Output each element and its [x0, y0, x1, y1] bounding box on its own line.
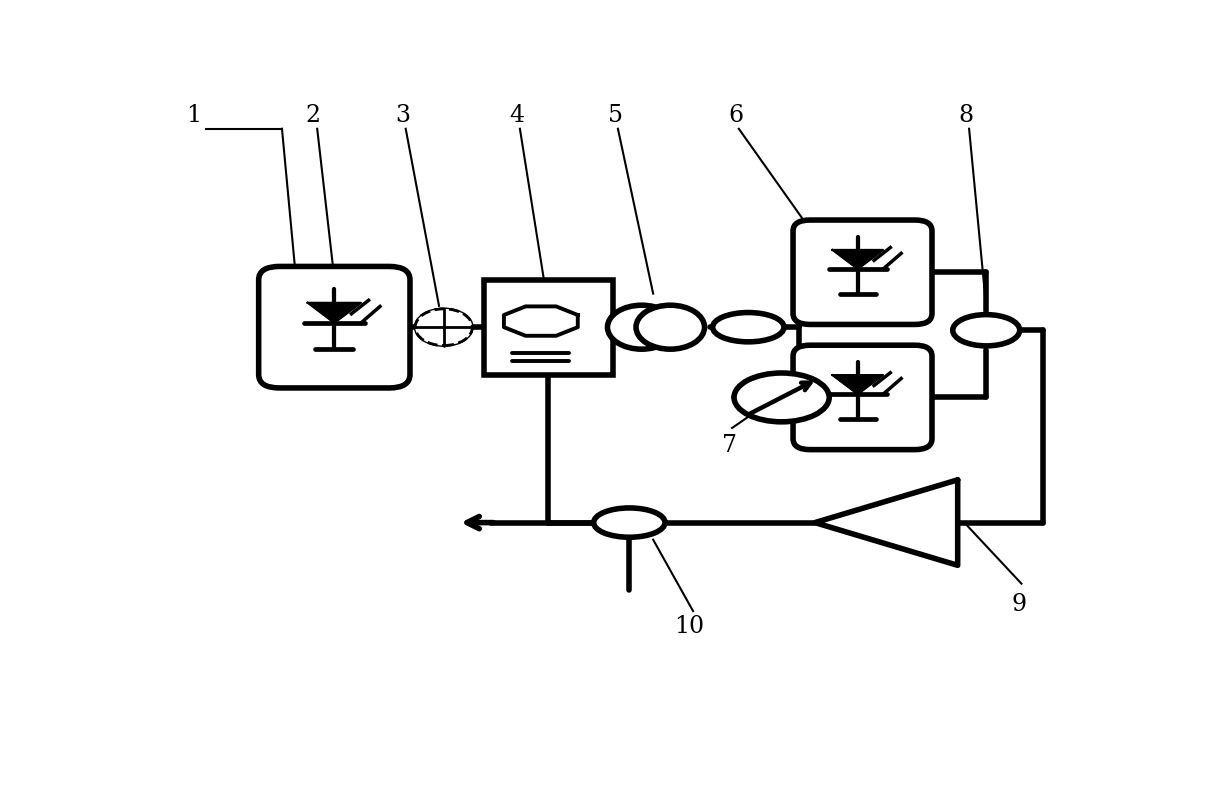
Ellipse shape — [953, 315, 1019, 346]
FancyBboxPatch shape — [793, 345, 932, 450]
Text: 5: 5 — [608, 104, 623, 127]
Text: 9: 9 — [1012, 593, 1027, 616]
Text: 1: 1 — [185, 104, 201, 127]
Text: 2: 2 — [306, 104, 321, 127]
Text: 6: 6 — [728, 104, 743, 127]
Ellipse shape — [593, 508, 666, 537]
Polygon shape — [308, 303, 361, 323]
Text: 4: 4 — [510, 104, 524, 127]
Text: 8: 8 — [959, 104, 974, 127]
Polygon shape — [833, 375, 883, 394]
Circle shape — [636, 305, 705, 349]
Text: 10: 10 — [674, 615, 705, 638]
Ellipse shape — [712, 312, 783, 342]
Text: 7: 7 — [722, 434, 737, 457]
Bar — [484, 280, 613, 374]
Circle shape — [608, 305, 675, 349]
Ellipse shape — [734, 373, 829, 422]
Circle shape — [415, 309, 473, 346]
Text: 3: 3 — [395, 104, 410, 127]
Circle shape — [415, 309, 473, 346]
FancyBboxPatch shape — [793, 220, 932, 324]
FancyBboxPatch shape — [259, 266, 410, 388]
Polygon shape — [833, 250, 883, 269]
